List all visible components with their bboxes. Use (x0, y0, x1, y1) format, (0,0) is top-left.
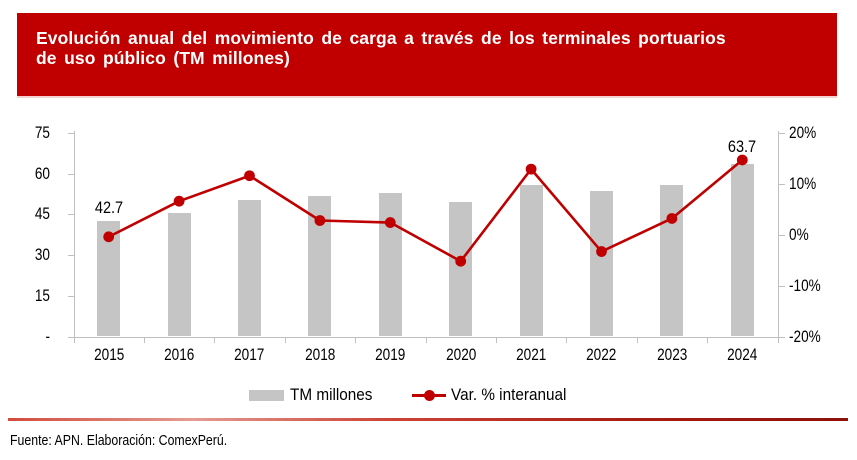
x-axis-tick (495, 336, 497, 343)
left-axis-tick (67, 173, 74, 175)
bar-2016 (167, 213, 191, 337)
bar-2023 (660, 184, 684, 337)
right-axis-tick (778, 336, 785, 338)
left-axis-tick (67, 214, 74, 216)
right-axis-tick (778, 285, 785, 287)
right-axis-label--20%: -20% (789, 326, 821, 346)
x-axis-tick (566, 336, 568, 343)
legend-item-bars: TM millones (249, 385, 382, 405)
x-axis-tick (143, 336, 145, 343)
bar-2020 (449, 201, 473, 337)
x-axis-label-2017: 2017 (234, 345, 265, 364)
x-axis-tick (425, 336, 427, 343)
chart-title-line2: de uso público (TM millones) (36, 48, 290, 68)
legend-line-label: Var. % interanual (450, 385, 567, 404)
legend-bar-swatch (249, 389, 284, 401)
bar-2018 (308, 196, 332, 337)
x-axis-tick (73, 336, 75, 343)
left-axis-label-45: 45 (34, 204, 50, 224)
legend-item-line: Var. % interanual (382, 385, 579, 405)
right-axis-tick (778, 183, 785, 185)
footer-divider-line (8, 418, 848, 421)
chart-title-line1: Evolución anual del movimiento de carga … (36, 28, 726, 48)
x-axis-label-2024: 2024 (727, 345, 758, 364)
legend-bar-label: TM millones (290, 385, 373, 404)
right-axis-label-10%: 10% (789, 173, 817, 193)
right-axis-label-0%: 0% (789, 224, 809, 244)
data-label-2015: 42.7 (94, 199, 123, 218)
legend-line-dot (423, 390, 435, 401)
x-axis-label-2020: 2020 (445, 345, 476, 364)
bar-2022 (590, 190, 613, 337)
x-axis-label-2016: 2016 (163, 345, 195, 364)
bar-2021 (519, 184, 543, 337)
right-axis-line (777, 131, 779, 338)
x-axis-tick (284, 336, 286, 343)
line-point-2021 (525, 163, 537, 175)
right-axis-tick (778, 133, 785, 134)
bar-2015 (97, 220, 121, 337)
bar-2024 (730, 163, 754, 337)
left-axis-label-15: 15 (34, 285, 50, 305)
left-axis-label-75: 75 (34, 123, 50, 142)
x-axis-label-2019: 2019 (375, 345, 406, 364)
x-axis-tick (214, 336, 216, 343)
right-axis-label-20%: 20% (789, 123, 817, 142)
line-point-2016 (173, 195, 185, 207)
x-axis-label-2023: 2023 (656, 345, 688, 364)
left-axis-tick (67, 255, 74, 257)
bar-2019 (378, 193, 402, 337)
x-axis-label-2015: 2015 (93, 345, 124, 364)
left-axis-label-60: 60 (34, 163, 50, 183)
line-point-2017 (244, 170, 255, 182)
legend-line-marker-icon (411, 389, 446, 401)
x-axis-tick (777, 336, 779, 343)
x-axis-label-2018: 2018 (304, 345, 336, 364)
chart-title-banner: Evolución anual del movimiento de carga … (17, 13, 837, 96)
x-axis-label-2022: 2022 (586, 345, 617, 364)
left-axis-tick (67, 133, 74, 134)
source-note: Fuente: APN. Elaboración: ComexPerú. (10, 433, 228, 449)
left-axis-label-30: 30 (34, 245, 50, 265)
x-axis-tick (707, 336, 709, 343)
left-axis-label--: - (45, 326, 50, 346)
x-axis-label-2021: 2021 (515, 345, 547, 364)
data-label-2024: 63.7 (728, 138, 757, 157)
left-axis-tick (67, 295, 74, 297)
variation-line (108, 158, 744, 263)
right-axis-tick (778, 234, 785, 236)
left-axis-line (73, 131, 75, 338)
x-axis-tick (355, 336, 357, 343)
right-axis-label--10%: -10% (789, 275, 821, 295)
bar-2017 (238, 200, 261, 337)
chart-legend: TM millones Var. % interanual (249, 385, 579, 405)
x-axis-tick (636, 336, 638, 343)
left-axis-tick (67, 336, 74, 338)
